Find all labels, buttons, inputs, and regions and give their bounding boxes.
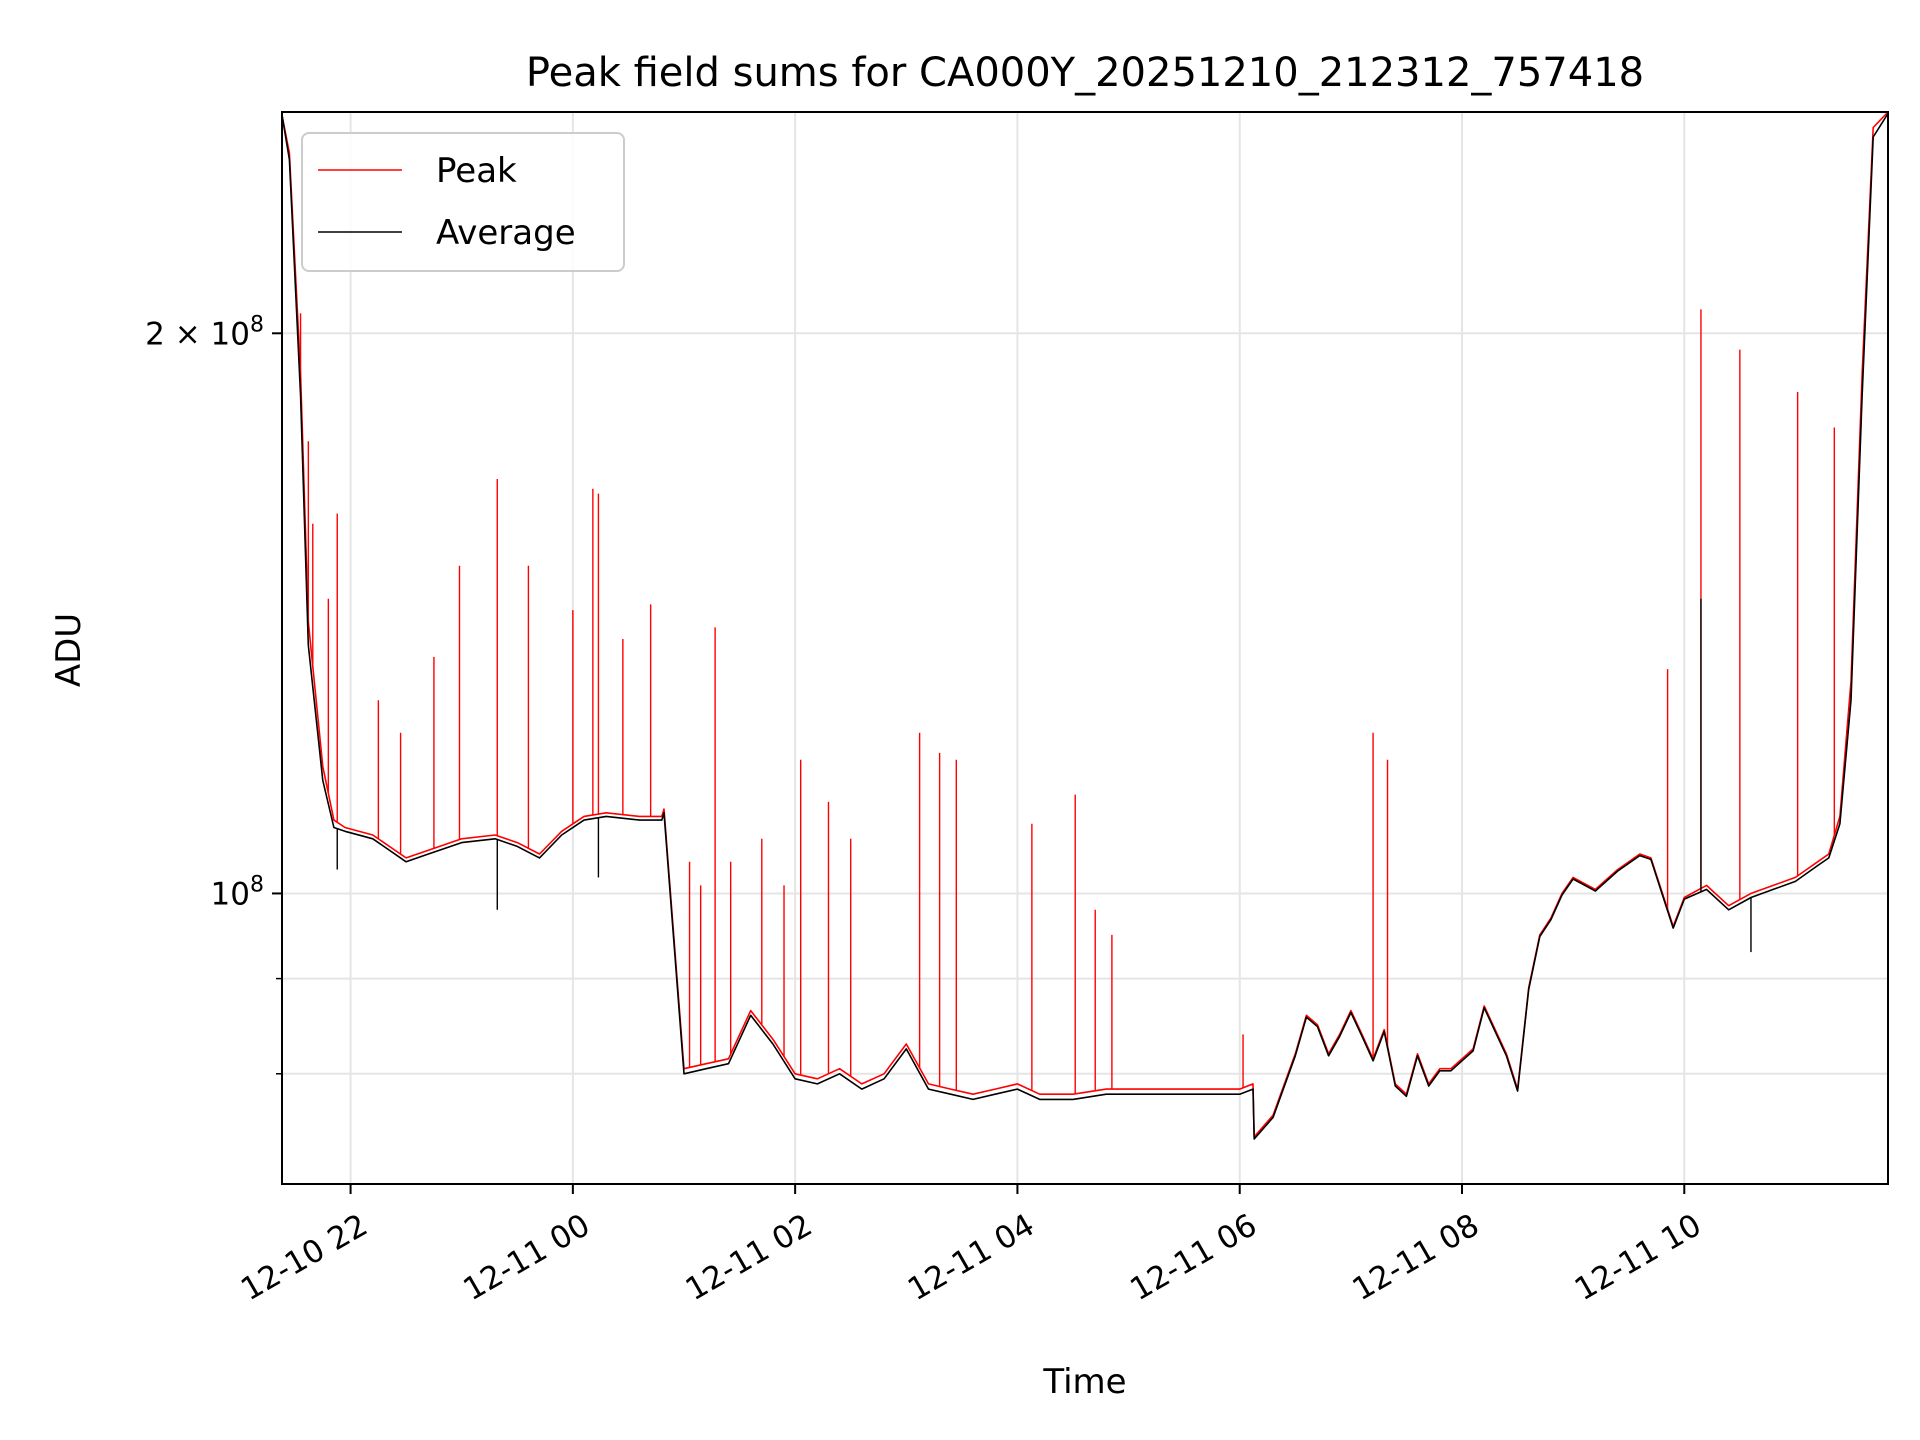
chart-title: Peak field sums for CA000Y_20251210_2123… [526,50,1644,96]
y-axis-label: ADU [49,613,89,687]
y-tick-exponent: 8 [250,872,264,897]
y-tick-exponent: 8 [250,312,264,337]
figure-background [0,0,1920,1440]
chart: Peak field sums for CA000Y_20251210_2123… [0,0,1920,1440]
legend-average-label: Average [436,213,576,253]
legend-peak-label: Peak [436,151,517,191]
y-tick-mantissa: 10 [211,876,250,912]
x-axis-label: Time [1042,1362,1126,1402]
y-tick-mantissa: 2 × 10 [145,316,250,352]
legend: Peak Average [302,133,624,271]
y-tick-label: 2 × 108 [145,312,264,352]
